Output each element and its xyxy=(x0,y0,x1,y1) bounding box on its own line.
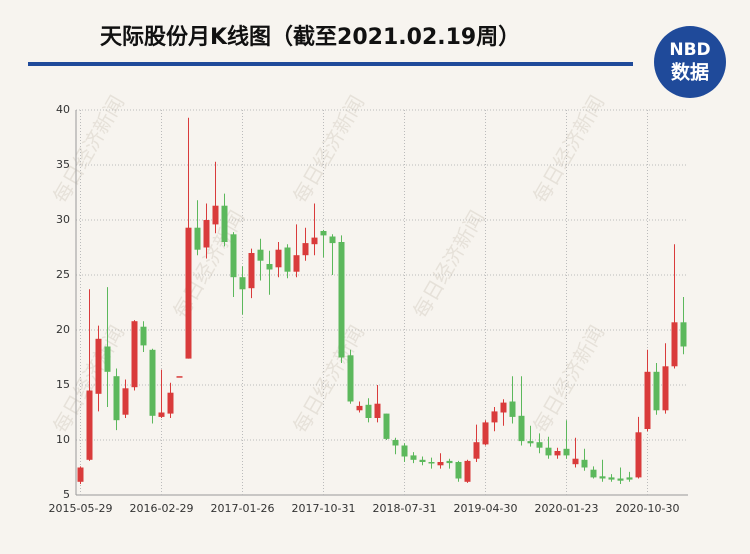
candle-body xyxy=(401,445,408,457)
candle-body xyxy=(95,338,102,394)
candle-body xyxy=(365,404,372,418)
logo-bottom: 数据 xyxy=(671,61,709,84)
candle-body xyxy=(176,376,183,378)
candle-body xyxy=(662,366,669,411)
candle-body xyxy=(374,403,381,418)
x-tick-label: 2019-04-30 xyxy=(454,502,518,515)
candle-body xyxy=(320,231,327,236)
candle-body xyxy=(383,413,390,439)
candle-body xyxy=(653,371,660,411)
y-tick-label: 30 xyxy=(56,213,70,226)
candle-body xyxy=(536,442,543,448)
y-tick-label: 20 xyxy=(56,323,70,336)
candle-body xyxy=(248,253,255,289)
candle-body xyxy=(104,346,111,372)
y-tick-label: 35 xyxy=(56,158,70,171)
candle-body xyxy=(464,460,471,482)
candle-body xyxy=(437,462,444,466)
x-tick-label: 2020-01-23 xyxy=(535,502,599,515)
candle-body xyxy=(230,234,237,278)
candle-body xyxy=(149,349,156,416)
candle-body xyxy=(608,477,615,480)
candle-body xyxy=(392,440,399,446)
candle-body xyxy=(599,476,606,479)
candle-body xyxy=(293,255,300,272)
candle-body xyxy=(257,249,264,261)
candle-body xyxy=(113,376,120,421)
candle-body xyxy=(581,459,588,468)
logo-top: NBD xyxy=(669,40,710,60)
candle-body xyxy=(419,459,426,462)
candle-body xyxy=(680,322,687,347)
candle-body xyxy=(356,405,363,411)
candle-body xyxy=(131,321,138,388)
chart-title: 天际股份月K线图（截至2021.02.19周） xyxy=(100,24,520,50)
candle-body xyxy=(266,264,273,270)
candle-body xyxy=(86,390,93,460)
candle-body xyxy=(644,371,651,429)
candle-body xyxy=(572,458,579,465)
candle-body xyxy=(122,388,129,415)
candle-body xyxy=(563,448,570,456)
x-tick-label: 2016-02-29 xyxy=(130,502,194,515)
x-tick-label: 2018-07-31 xyxy=(373,502,437,515)
candle-body xyxy=(284,247,291,272)
candle-body xyxy=(347,355,354,402)
candle-body xyxy=(338,242,345,358)
candle-body xyxy=(221,205,228,242)
candle-body xyxy=(500,402,507,413)
candle-body xyxy=(203,220,210,248)
candle-body xyxy=(428,462,435,464)
logo xyxy=(654,26,726,98)
candle-body xyxy=(329,236,336,244)
candle-body xyxy=(590,469,597,478)
x-tick-label: 2017-10-31 xyxy=(292,502,356,515)
candle-body xyxy=(626,477,633,480)
candle-body xyxy=(635,432,642,478)
candle-body xyxy=(275,249,282,268)
candle-body xyxy=(491,411,498,423)
candle-body xyxy=(455,462,462,479)
candle-body xyxy=(473,442,480,459)
candle-body xyxy=(518,415,525,442)
candle-body xyxy=(617,478,624,481)
candle-body xyxy=(311,237,318,245)
candle-body xyxy=(185,227,192,359)
candle-body xyxy=(194,227,201,250)
candle-body xyxy=(527,441,534,444)
x-tick-label: 2020-10-30 xyxy=(616,502,680,515)
candle-body xyxy=(671,322,678,367)
y-tick-label: 15 xyxy=(56,378,70,391)
candle-body xyxy=(239,277,246,290)
x-tick-label: 2015-05-29 xyxy=(49,502,113,515)
y-tick-label: 5 xyxy=(63,488,70,501)
title-rule xyxy=(28,62,633,66)
candle-body xyxy=(482,422,489,445)
candle-body xyxy=(77,467,84,482)
candle-body xyxy=(446,460,453,464)
y-tick-label: 10 xyxy=(56,433,70,446)
candle-body xyxy=(410,455,417,460)
candle-body xyxy=(302,243,309,256)
candle-body xyxy=(212,205,219,225)
y-tick-label: 25 xyxy=(56,268,70,281)
candle-body xyxy=(158,412,165,417)
y-tick-label: 40 xyxy=(56,103,70,116)
candle-body xyxy=(140,326,147,346)
x-tick-label: 2017-01-26 xyxy=(211,502,275,515)
candle-body xyxy=(167,392,174,414)
candle-body xyxy=(545,447,552,456)
candle-body xyxy=(554,451,561,456)
candle-body xyxy=(509,401,516,417)
